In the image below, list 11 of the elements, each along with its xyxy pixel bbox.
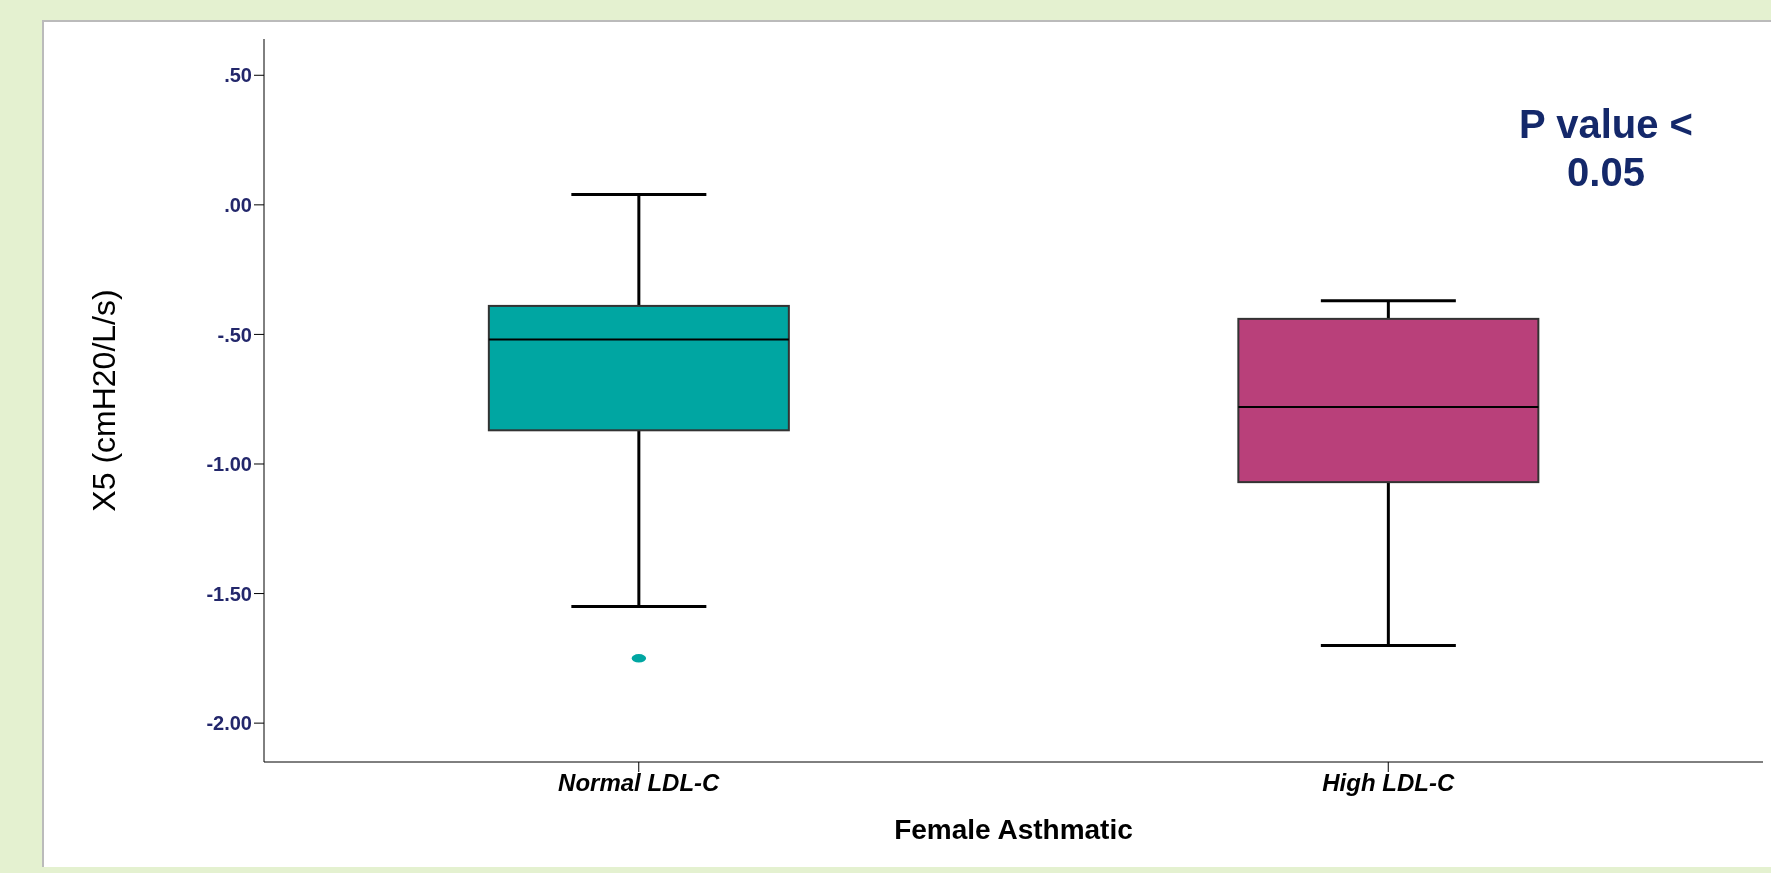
y-tick-label: -1.50 — [206, 582, 252, 605]
y-axis-title: X5 (cmH20/L/s) — [86, 289, 123, 512]
y-tick-label: -.50 — [217, 323, 252, 346]
x-tick-label: High LDL-C — [1322, 769, 1455, 797]
y-tick-label: -2.00 — [206, 712, 252, 735]
y-tick-label: .00 — [224, 193, 252, 216]
x-axis-title: Female Asthmatic — [894, 814, 1133, 845]
x-tick-label: Normal LDL-C — [558, 769, 721, 797]
y-tick-label: -1.00 — [206, 453, 252, 476]
y-tick-label: .50 — [224, 64, 252, 87]
annotation: P value < 0.05 — [1471, 82, 1741, 214]
